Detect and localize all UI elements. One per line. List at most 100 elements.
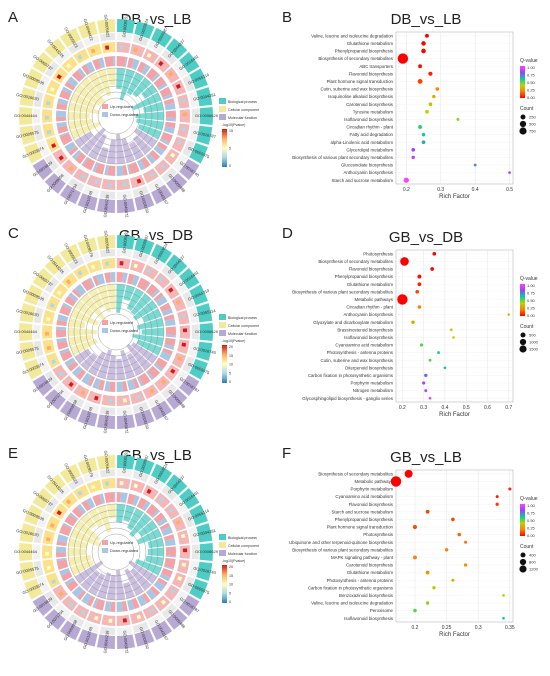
- pvalue-bar: [80, 173, 86, 180]
- down-bar: [126, 379, 136, 391]
- down-label: Down-regulated: [110, 548, 138, 553]
- rich-bar: [68, 317, 86, 329]
- count-track: [68, 614, 85, 628]
- count-track: [161, 603, 178, 619]
- count-track: [68, 40, 85, 54]
- up-bar: [136, 277, 150, 291]
- up-bar: [116, 272, 124, 283]
- pvalue-bar: [122, 182, 127, 187]
- stat-ring: [42, 529, 55, 545]
- count-track: [83, 621, 100, 633]
- up-bar: [56, 329, 67, 338]
- count-track: [33, 324, 41, 340]
- category-label: Fatty acid degradation: [350, 132, 394, 137]
- term-segment: [151, 184, 173, 205]
- up-bar: [165, 110, 176, 118]
- down-bar: [163, 126, 175, 134]
- pvalue-bar: [146, 488, 152, 495]
- category-label: Ubiquinone and other terpenoid-quinone b…: [289, 540, 394, 545]
- term-segment: [179, 374, 200, 397]
- rich-bar: [116, 504, 126, 523]
- down-bar: [155, 295, 168, 307]
- down-bar: [99, 493, 106, 504]
- pvalue-bar: [175, 299, 181, 305]
- count-track: [188, 91, 199, 108]
- term-label: GO:0055114: [193, 308, 217, 318]
- x-axis-label: Rich Factor: [439, 194, 470, 200]
- term-label: GO:0016020: [16, 308, 40, 318]
- term-label: GO:0046872: [122, 194, 129, 218]
- category-label: Anthocyanin biosynthesis: [343, 312, 393, 317]
- pvalue-bar: [122, 618, 127, 623]
- category-swatch: [219, 114, 226, 120]
- q-legend-title: Q-value: [520, 58, 538, 64]
- term-label: GO:0005575: [16, 565, 40, 575]
- category-label: Carotenoid biosynthesis: [346, 102, 394, 107]
- count-track: [147, 178, 164, 192]
- rich-bar: [124, 568, 144, 596]
- up-bar: [138, 372, 151, 386]
- count-track: [83, 35, 100, 47]
- term-segment: [151, 463, 173, 484]
- up-bar: [75, 369, 87, 381]
- count-legend-label: 500: [529, 122, 536, 127]
- pvalue-bar: [65, 499, 72, 505]
- term-label: GO:0006629: [195, 113, 219, 118]
- stat-ring: [45, 79, 61, 96]
- count-track: [161, 485, 178, 501]
- up-label: Up-regulated: [110, 540, 133, 545]
- term-segment: [151, 243, 173, 264]
- up-bar: [161, 568, 173, 578]
- count-track: [54, 603, 71, 619]
- count-track: [99, 406, 116, 415]
- term-segment: [117, 198, 136, 213]
- down-bar: [165, 117, 176, 122]
- category-label: Carbon fixation in photosynthetic organi…: [308, 585, 394, 590]
- rich-bar: [135, 559, 162, 576]
- rich-bar: [70, 308, 99, 326]
- up-bar: [59, 305, 72, 316]
- category-label: Metabolic pathways: [354, 479, 393, 484]
- pvalue-bar: [180, 97, 186, 103]
- data-point: [404, 469, 413, 478]
- term-segment: [196, 303, 213, 323]
- up-bar: [92, 494, 103, 507]
- term-label: GO:0016740: [193, 566, 217, 576]
- down-bar: [159, 138, 170, 146]
- term-segment: [18, 543, 33, 561]
- category-label: Photosynthesis - antenna proteins: [327, 578, 394, 583]
- count-track: [132, 35, 149, 47]
- grid-ring: [73, 289, 159, 375]
- gradient-tick: 15: [229, 129, 233, 133]
- grid-ring: [97, 533, 135, 571]
- up-bar: [126, 57, 135, 69]
- category-label: Biological process: [228, 100, 257, 104]
- term-label: GO:0044281: [193, 92, 217, 102]
- category-label: Biological process: [228, 536, 257, 540]
- pvalue-bar: [182, 112, 188, 117]
- category-swatch: [219, 98, 226, 104]
- down-bar: [110, 272, 116, 283]
- category-swatch: [219, 550, 226, 556]
- up-bar: [145, 283, 159, 297]
- pvalue-bar: [46, 565, 52, 571]
- term-label: GO:0044238: [102, 194, 109, 218]
- down-bar: [153, 363, 163, 372]
- category-label: Cellular component: [228, 544, 259, 548]
- term-segment: [44, 474, 66, 496]
- term-segment: [77, 409, 98, 427]
- up-bar: [164, 337, 176, 347]
- down-bar: [74, 283, 87, 296]
- category-label: Biosynthesis of secondary metabolites: [318, 259, 393, 264]
- up-bar: [147, 365, 161, 379]
- gradient-tick: 0: [229, 600, 231, 604]
- term-segment: [32, 594, 53, 617]
- category-label: Starch and sucrose metabolism: [332, 178, 394, 183]
- pvalue-bar: [119, 261, 124, 266]
- category-label: Molecular function: [228, 332, 257, 336]
- rich-bar: [97, 69, 112, 97]
- count-legend-label: 1500: [529, 347, 539, 352]
- down-bar: [151, 509, 161, 519]
- pvalue-bar: [58, 371, 64, 377]
- pvalue-bar: [136, 178, 142, 184]
